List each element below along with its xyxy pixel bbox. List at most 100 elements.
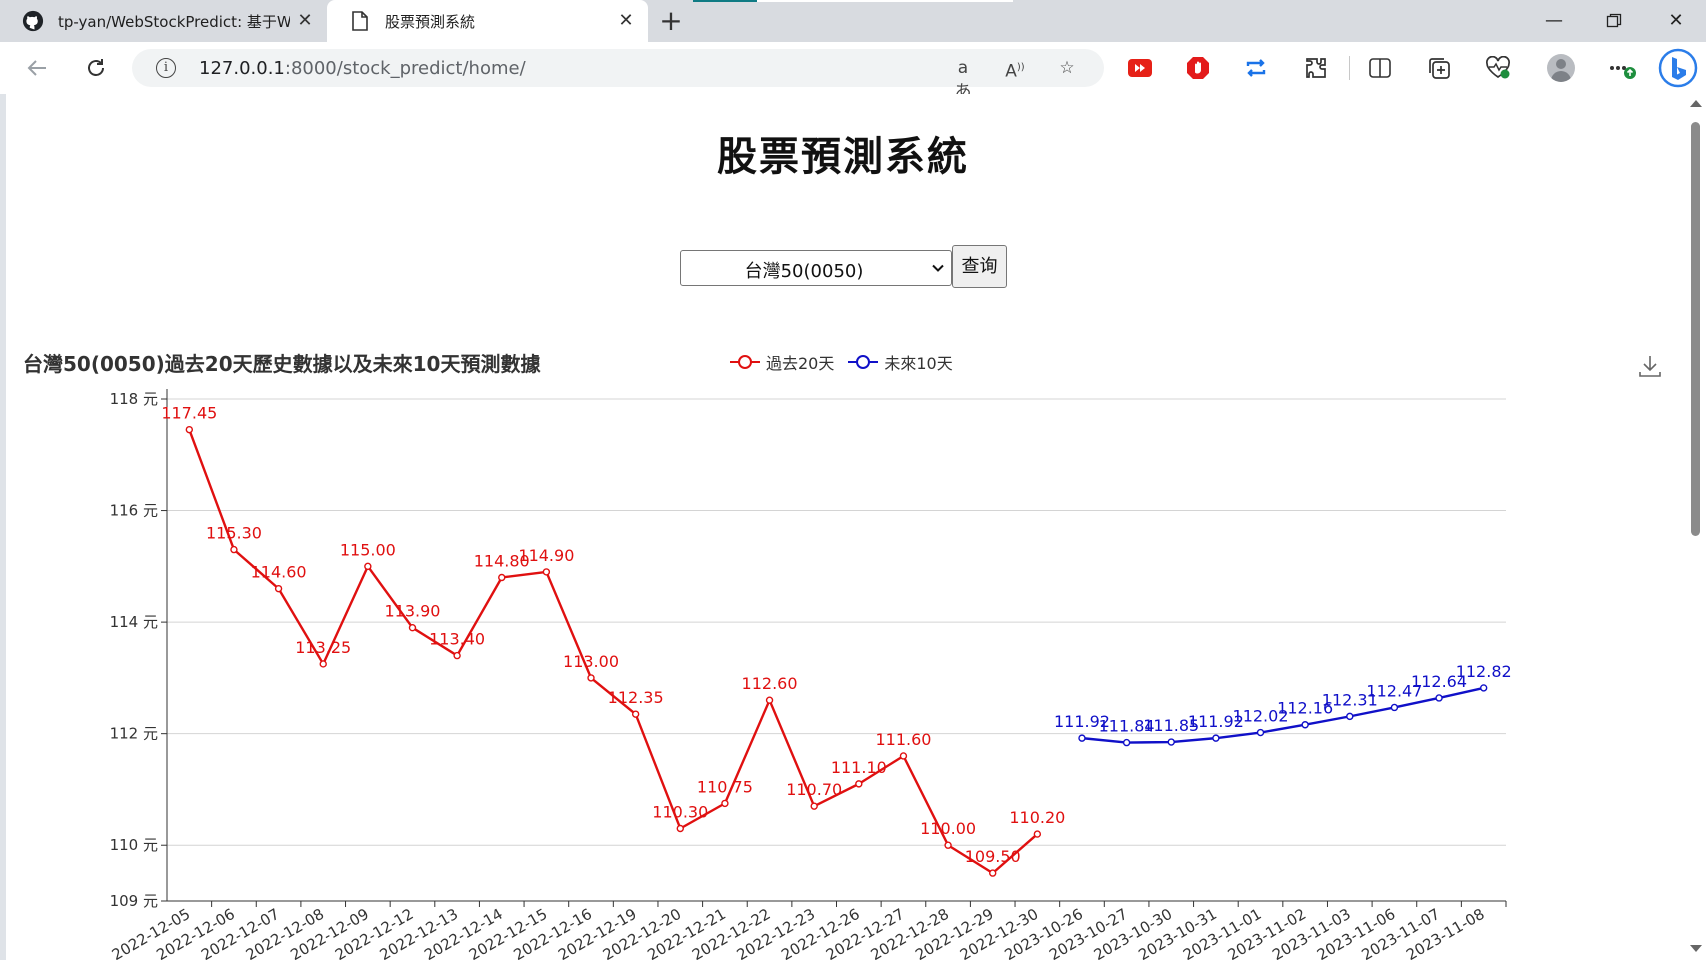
data-label: 112.64: [1411, 672, 1467, 691]
browser-essentials-icon[interactable]: [1482, 52, 1514, 84]
minimize-icon[interactable]: —: [1545, 10, 1563, 31]
favorite-star-icon[interactable]: ☆: [1059, 58, 1075, 78]
repeat-extension-icon[interactable]: [1240, 52, 1272, 84]
data-point: [855, 780, 863, 788]
series-line-history: [188, 429, 1039, 875]
scroll-up-arrow-icon[interactable]: [1690, 100, 1702, 107]
scroll-down-arrow-icon[interactable]: [1690, 945, 1702, 952]
bing-copilot-icon[interactable]: [1658, 48, 1698, 88]
data-point: [185, 425, 194, 434]
y-tick-label: 114 元: [110, 613, 158, 631]
restore-icon[interactable]: [1592, 6, 1636, 36]
data-point: [230, 545, 238, 554]
data-point: [453, 651, 461, 660]
series-line-forecast: [1081, 686, 1484, 744]
data-point: [631, 710, 640, 718]
data-label: 115.00: [340, 540, 396, 559]
data-label: 115.30: [206, 524, 262, 543]
data-label: 112.82: [1456, 662, 1512, 681]
collections-icon[interactable]: [1423, 52, 1455, 84]
download-icon[interactable]: [1636, 352, 1664, 380]
data-label: 114.80: [474, 551, 530, 570]
data-point: [274, 584, 283, 593]
y-tick-label: 112 元: [110, 725, 158, 743]
youtube-extension-icon[interactable]: [1124, 52, 1156, 84]
read-aloud-icon[interactable]: A)): [1005, 61, 1025, 82]
legend-label-history: 過去20天: [766, 354, 835, 373]
data-label: 111.84: [1099, 717, 1155, 736]
query-button[interactable]: 查询: [952, 245, 1007, 288]
data-point: [587, 674, 595, 682]
data-point: [989, 869, 997, 877]
split-screen-icon[interactable]: [1364, 52, 1396, 84]
data-point: [1033, 830, 1042, 838]
data-label: 111.85: [1143, 716, 1199, 735]
address-toolbar: i 127.0.0.1:8000/stock_predict/home/ aあ …: [0, 42, 1706, 102]
page-title: 股票預測系統: [717, 134, 969, 180]
data-point: [676, 824, 684, 833]
vertical-scrollbar[interactable]: [1686, 94, 1706, 960]
url-text[interactable]: 127.0.0.1:8000/stock_predict/home/: [199, 58, 526, 79]
stock-chart: 109 元 110 元 112 元 114 元 116 元 118 元 2022-12-05…: [6, 330, 1680, 960]
y-tick-label: 110 元: [110, 836, 158, 854]
y-tick-label: 116 元: [110, 502, 158, 520]
data-label: 113.40: [429, 630, 485, 649]
tab-stock-predict[interactable]: 股票預測系統 ✕: [327, 0, 648, 42]
site-info-icon[interactable]: i: [156, 58, 176, 78]
data-label: 112.31: [1322, 690, 1378, 709]
data-point: [1167, 738, 1175, 746]
more-options-icon[interactable]: [1606, 52, 1638, 84]
data-label: 111.92: [1188, 712, 1244, 731]
legend-item-history[interactable]: 過去20天: [730, 350, 834, 374]
tab-title: 股票預測系統: [385, 12, 476, 31]
data-point: [364, 562, 372, 571]
data-point: [1078, 734, 1086, 742]
data-point: [1346, 712, 1354, 721]
close-icon[interactable]: ✕: [618, 10, 634, 31]
new-tab-icon[interactable]: +: [659, 4, 683, 37]
chart-title: 台灣50(0050)過去20天歷史數據以及未來10天預測數據: [23, 352, 541, 376]
data-point: [810, 802, 818, 810]
back-icon[interactable]: [21, 52, 53, 84]
data-label: 114.90: [518, 546, 574, 565]
data-point: [1122, 738, 1131, 747]
y-tick-label: 109 元: [110, 892, 158, 910]
reload-icon[interactable]: [80, 52, 112, 84]
tab-group-indicator: [693, 0, 757, 2]
data-label: 111.60: [875, 730, 931, 749]
url-host: 127.0.0.1: [199, 58, 285, 79]
data-label: 110.20: [1009, 808, 1065, 827]
profile-avatar[interactable]: [1547, 54, 1575, 82]
address-bar[interactable]: i 127.0.0.1:8000/stock_predict/home/ aあ …: [132, 49, 1104, 102]
tab-strip: tp-yan/WebStockPredict: 基于We ✕ 股票預測系統 ✕ …: [0, 0, 1706, 42]
page-icon: [349, 10, 371, 32]
data-point: [1390, 703, 1399, 712]
data-label: 110.75: [697, 777, 753, 796]
extensions-icon[interactable]: [1300, 52, 1332, 84]
page-viewport: 股票預測系統 台灣50(0050) 查询 109 元 110 元 112 元 114 …: [6, 94, 1686, 960]
data-label: 111.10: [831, 758, 887, 777]
data-label: 111.92: [1054, 712, 1110, 731]
stock-select[interactable]: 台灣50(0050): [680, 250, 952, 286]
data-label: 114.60: [251, 563, 307, 582]
scrollbar-thumb[interactable]: [1691, 122, 1700, 536]
adblock-extension-icon[interactable]: [1182, 52, 1214, 84]
data-label: 112.02: [1233, 707, 1289, 726]
close-icon[interactable]: ✕: [297, 10, 313, 31]
legend-item-forecast[interactable]: 未來10天: [848, 350, 953, 374]
data-point: [721, 799, 729, 808]
data-label: 112.47: [1366, 681, 1422, 700]
chevron-down-icon: [931, 259, 945, 280]
data-label: 109.50: [965, 847, 1021, 866]
data-point: [498, 573, 506, 582]
close-window-icon[interactable]: ✕: [1668, 10, 1684, 31]
data-point: [1479, 684, 1488, 692]
tab-github[interactable]: tp-yan/WebStockPredict: 基于We ✕: [0, 0, 327, 42]
tab-group-indicator-2: [757, 0, 1013, 2]
data-point: [1301, 721, 1309, 729]
data-label: 110.30: [652, 802, 708, 821]
translate-icon[interactable]: aあ: [954, 58, 972, 102]
data-label: 112.35: [608, 688, 664, 707]
data-point: [1212, 734, 1220, 742]
